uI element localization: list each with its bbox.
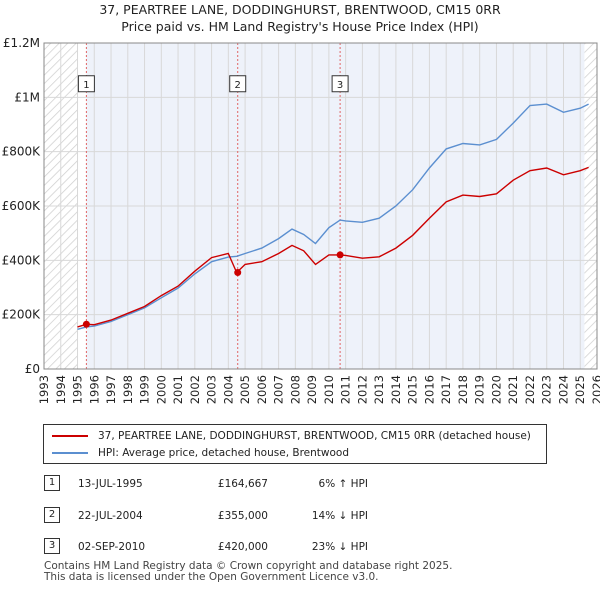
sale-point [234,269,242,277]
x-tick-label: 2002 [188,375,202,404]
x-tick-label: 2015 [406,375,420,404]
x-tick-label: 2020 [489,375,503,404]
x-tick-label: 2026 [590,375,600,404]
transaction-row: 2 22-JUL-2004 £355,000 14% ↓ HPI [0,507,600,525]
x-tick-label: 2024 [556,375,570,404]
x-tick-label: 2016 [422,375,436,404]
x-tick-label: 2008 [288,375,302,404]
legend-label-hpi: HPI: Average price, detached house, Bren… [98,447,349,459]
y-tick-label: £400K [2,253,42,267]
x-tick-label: 2021 [506,375,520,404]
plot-border [43,42,598,370]
property-series-line [77,166,589,328]
sale-point [336,251,344,259]
transaction-price: £164,667 [217,478,268,490]
footer-line-1: Contains HM Land Registry data © Crown c… [44,560,453,572]
y-tick-label: £600K [2,199,42,213]
x-tick-label: 2009 [305,375,319,404]
x-tick-label: 2007 [272,375,286,404]
transaction-date: 02-SEP-2010 [78,541,146,553]
x-tick-label: 2025 [573,375,587,404]
hpi-series-line [77,103,589,330]
sale-label: 3 [337,80,343,91]
x-tick-label: 2006 [255,375,269,404]
x-tick-label: 1994 [54,375,68,404]
x-tick-label: 1999 [138,375,152,404]
x-tick-label: 1998 [121,375,135,404]
x-tick-label: 2023 [540,375,554,404]
legend-swatch-property [52,435,88,437]
transaction-row: 1 13-JUL-1995 £164,667 6% ↑ HPI [0,475,600,493]
chart-title: 37, PEARTREE LANE, DODDINGHURST, BRENTWO… [99,2,501,17]
footer: Contains HM Land Registry data © Crown c… [44,561,452,583]
x-tick-label: 1993 [37,375,51,404]
y-tick-label: £200K [2,308,42,322]
x-tick-label: 2017 [439,375,453,404]
x-tick-label: 1995 [71,375,85,404]
y-tick-label: £800K [2,145,42,159]
sale-point [82,320,90,328]
x-tick-label: 1997 [104,375,118,404]
x-tick-label: 2004 [221,375,235,404]
transaction-badge: 2 [44,507,60,523]
chart-subtitle: Price paid vs. HM Land Registry's House … [121,19,479,34]
x-tick-label: 2019 [473,375,487,404]
sale-label-box [77,75,95,93]
x-tick-label: 2001 [171,375,185,404]
transaction-date: 13-JUL-1995 [78,478,143,490]
transaction-badge: 1 [44,475,60,491]
x-tick-label: 2014 [389,375,403,404]
x-tick-label: 2003 [205,375,219,404]
x-tick-label: 2013 [372,375,386,404]
x-tick-label: 2012 [355,375,369,404]
y-tick-label: £1M [14,90,40,104]
sale-label-box [331,75,349,93]
transaction-price: £420,000 [217,541,268,553]
x-tick-label: 2000 [154,375,168,404]
transaction-date: 22-JUL-2004 [78,510,143,522]
x-tick-label: 2011 [339,375,353,404]
transaction-row: 3 02-SEP-2010 £420,000 23% ↓ HPI [0,538,600,556]
x-tick-label: 2018 [456,375,470,404]
transaction-hpi-diff: 14% ↓ HPI [311,510,368,522]
transaction-price: £355,000 [217,510,268,522]
legend-label-property: 37, PEARTREE LANE, DODDINGHURST, BRENTWO… [98,430,531,442]
chart-legend: 37, PEARTREE LANE, DODDINGHURST, BRENTWO… [43,424,547,464]
sale-label: 1 [83,80,89,91]
x-tick-label: 2010 [322,375,336,404]
transaction-hpi-diff: 23% ↓ HPI [311,541,368,553]
transaction-badge: 3 [44,538,60,554]
y-tick-label: £0 [25,362,40,376]
sale-label-box [229,75,247,93]
footer-line-2: This data is licensed under the Open Gov… [44,571,379,583]
transaction-hpi-diff: 6% ↑ HPI [318,478,368,490]
x-tick-label: 2022 [523,375,537,404]
x-tick-label: 2005 [238,375,252,404]
y-tick-label: £1.2M [3,36,40,50]
legend-swatch-hpi [52,452,88,454]
x-tick-label: 1996 [87,375,101,404]
sale-label: 2 [235,80,241,91]
